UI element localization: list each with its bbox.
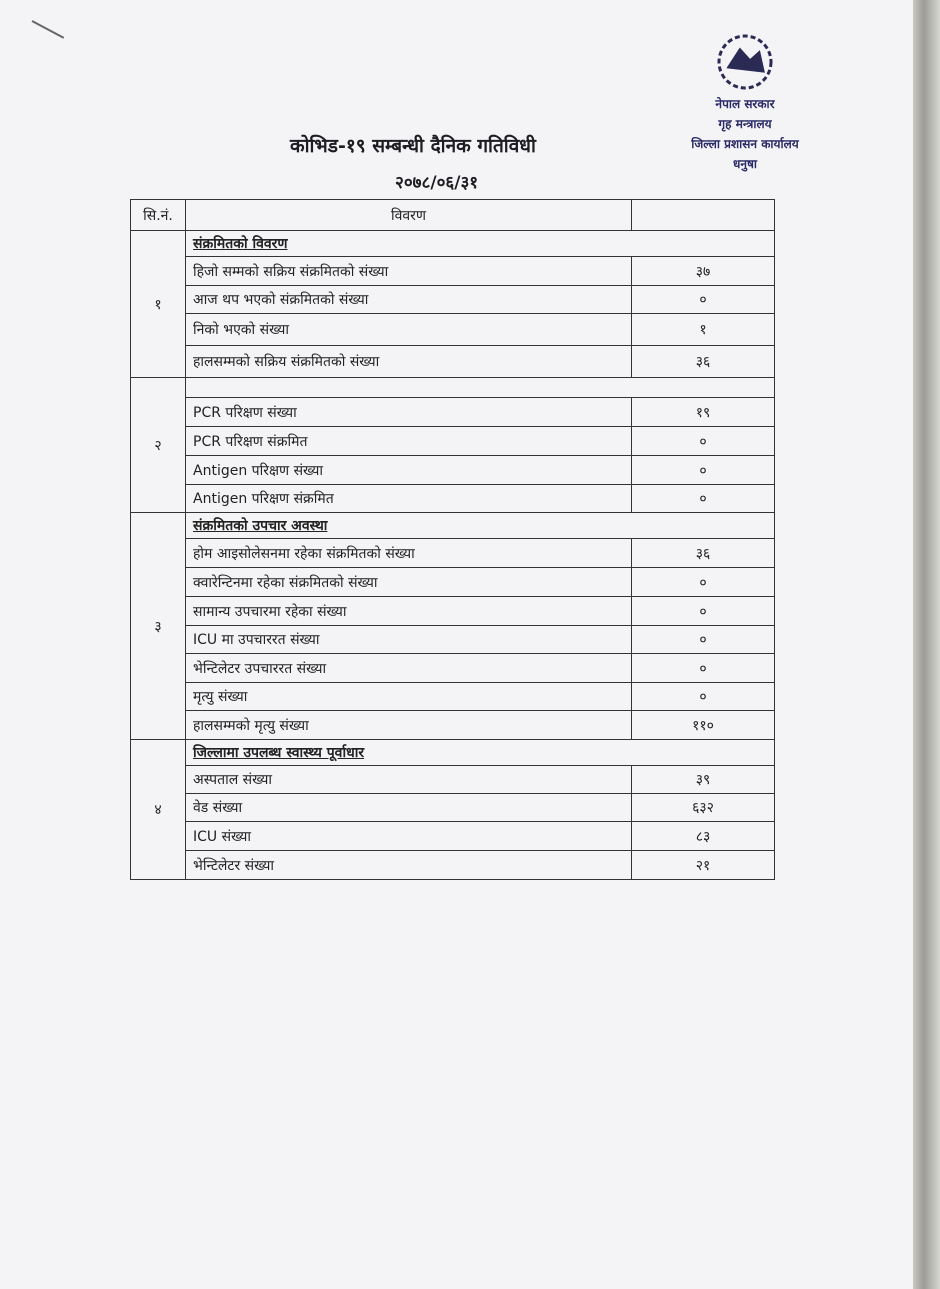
row-value: ८३ <box>631 821 775 851</box>
row-label: हालसम्मको मृत्यु संख्या <box>185 710 632 740</box>
scanner-edge <box>913 0 940 1289</box>
table-row: हालसम्मको सक्रिय संक्रमितको संख्या ३६ <box>131 345 775 378</box>
table-row: हालसम्मको मृत्यु संख्या ११० <box>131 710 775 740</box>
table-row: मृत्यु संख्या ० <box>131 682 775 711</box>
row-label: आज थप भएको संक्रमितको संख्या <box>185 285 632 314</box>
row-label: Antigen परिक्षण संक्रमित <box>185 484 632 513</box>
row-value: १९ <box>631 397 775 427</box>
row-label: निको भएको संख्या <box>185 313 632 346</box>
table-row: सामान्य उपचारमा रहेका संख्या ० <box>131 596 775 626</box>
section-heading: संक्रमितको उपचार अवस्था <box>185 512 775 539</box>
table-row: क्वारेन्टिनमा रहेका संक्रमितको संख्या ० <box>131 567 775 597</box>
table-row: निको भएको संख्या १ <box>131 313 775 346</box>
row-label: हिजो सम्मको सक्रिय संक्रमितको संख्या <box>185 256 632 286</box>
row-value: ० <box>631 426 775 456</box>
header-value <box>631 199 775 231</box>
table-row: PCR परिक्षण संख्या १९ <box>131 397 775 427</box>
row-value: ० <box>631 567 775 597</box>
row-label: भेन्टिलेटर उपचाररत संख्या <box>185 653 632 683</box>
office-stamp: नेपाल सरकार गृह मन्त्रालय जिल्ला प्रशासन… <box>650 30 840 190</box>
row-value: ० <box>631 455 775 485</box>
stamp-line: जिल्ला प्रशासन कार्यालय <box>690 137 799 151</box>
section-heading-row: २ <box>130 377 775 513</box>
row-value: ११० <box>631 710 775 740</box>
emblem-icon: नेपाल सरकार गृह मन्त्रालय जिल्ला प्रशासन… <box>690 34 800 172</box>
serial-number: १ <box>130 230 186 378</box>
row-value: ६३२ <box>631 793 775 822</box>
row-value: ० <box>631 625 775 654</box>
row-label: सामान्य उपचारमा रहेका संख्या <box>185 596 632 626</box>
row-value: ० <box>631 596 775 626</box>
row-label: Antigen परिक्षण संख्या <box>185 455 632 485</box>
row-value: ३७ <box>631 256 775 286</box>
serial-number: ३ <box>130 512 186 740</box>
table-row: वेड संख्या ६३२ <box>131 793 775 822</box>
table-row: अस्पताल संख्या ३९ <box>131 765 775 794</box>
row-label: ICU संख्या <box>185 821 632 851</box>
header-description: विवरण <box>185 199 632 231</box>
table-row: होम आइसोलेसनमा रहेका संक्रमितको संख्या ३६ <box>131 538 775 568</box>
row-label: ICU मा उपचाररत संख्या <box>185 625 632 654</box>
section-heading: संक्रमितको विवरण <box>185 230 775 257</box>
row-value: ३६ <box>631 538 775 568</box>
document-title: कोभिड-१९ सम्बन्धी दैनिक गतिविधी <box>290 135 536 157</box>
section-heading <box>185 377 775 398</box>
stamp-line: धनुषा <box>733 157 758 172</box>
row-label: हालसम्मको सक्रिय संक्रमितको संख्या <box>185 345 632 378</box>
row-label: PCR परिक्षण संख्या <box>185 397 632 427</box>
table-row: भेन्टिलेटर संख्या २१ <box>131 850 775 880</box>
section-heading-row: १ संक्रमितको विवरण <box>130 230 775 378</box>
serial-number: २ <box>130 377 186 513</box>
section-heading-row: ३ संक्रमितको उपचार अवस्था <box>130 512 775 740</box>
row-value: ० <box>631 285 775 314</box>
serial-number: ४ <box>130 739 186 880</box>
row-value: ० <box>631 653 775 683</box>
row-label: वेड संख्या <box>185 793 632 822</box>
stamp-line: नेपाल सरकार <box>714 97 775 111</box>
table-row: Antigen परिक्षण संख्या ० <box>131 455 775 485</box>
row-label: क्वारेन्टिनमा रहेका संक्रमितको संख्या <box>185 567 632 597</box>
row-label: मृत्यु संख्या <box>185 682 632 711</box>
table-header-row: सि.नं. विवरण <box>130 199 775 231</box>
row-value: १ <box>631 313 775 346</box>
row-value: ३९ <box>631 765 775 794</box>
row-label: भेन्टिलेटर संख्या <box>185 850 632 880</box>
table-row: Antigen परिक्षण संक्रमित ० <box>131 484 775 513</box>
table-row: भेन्टिलेटर उपचाररत संख्या ० <box>131 653 775 683</box>
header-sn: सि.नं. <box>130 199 186 231</box>
stamp-line: गृह मन्त्रालय <box>717 117 772 132</box>
row-value: ३६ <box>631 345 775 378</box>
table-row: ICU संख्या ८३ <box>131 821 775 851</box>
row-label: होम आइसोलेसनमा रहेका संक्रमितको संख्या <box>185 538 632 568</box>
covid-activity-table: सि.नं. विवरण १ संक्रमितको विवरण हिजो सम्मक… <box>130 199 775 880</box>
table-row: आज थप भएको संक्रमितको संख्या ० <box>131 285 775 314</box>
row-label: अस्पताल संख्या <box>185 765 632 794</box>
row-label: PCR परिक्षण संक्रमित <box>185 426 632 456</box>
table-row: हिजो सम्मको सक्रिय संक्रमितको संख्या ३७ <box>131 256 775 286</box>
row-value: ० <box>631 682 775 711</box>
table-row: ICU मा उपचाररत संख्या ० <box>131 625 775 654</box>
section-heading-row: ४ जिल्लामा उपलब्ध स्वास्थ्य पूर्वाधार <box>130 739 775 880</box>
table-row: PCR परिक्षण संक्रमित ० <box>131 426 775 456</box>
document-date: २०७८/०६/३१ <box>395 173 479 193</box>
row-value: २१ <box>631 850 775 880</box>
section-heading: जिल्लामा उपलब्ध स्वास्थ्य पूर्वाधार <box>185 739 775 766</box>
row-value: ० <box>631 484 775 513</box>
